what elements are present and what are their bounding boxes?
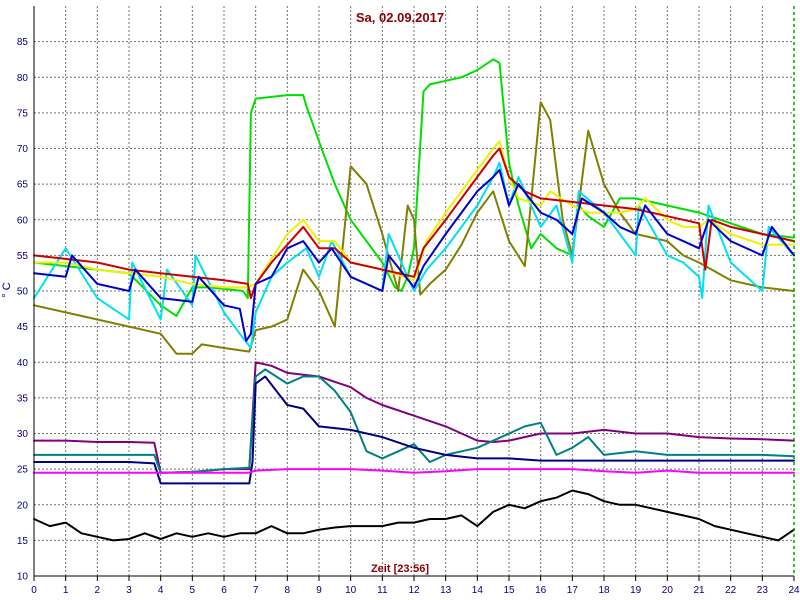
series-line-6 <box>33 168 795 342</box>
series-line-1 <box>33 58 795 317</box>
y-tick-label: 55 <box>17 251 29 262</box>
x-tick-label: 4 <box>158 585 164 596</box>
x-tick-label: 18 <box>598 585 610 596</box>
x-tick-label: 12 <box>408 585 420 596</box>
y-tick-label: 65 <box>17 180 29 191</box>
y-tick-label: 20 <box>17 500 29 511</box>
y-tick-label: 35 <box>17 393 29 404</box>
x-axis-title: Zeit [23:56] <box>371 563 429 575</box>
y-tick-label: 40 <box>17 358 29 369</box>
series-line-5 <box>33 147 795 300</box>
y-tick-label: 25 <box>17 465 29 476</box>
x-tick-label: 7 <box>253 585 259 596</box>
x-tick-label: 3 <box>126 585 132 596</box>
x-tick-label: 23 <box>757 585 769 596</box>
series-line-3 <box>33 161 795 349</box>
x-tick-label: 15 <box>503 585 515 596</box>
y-tick-label: 45 <box>17 322 29 333</box>
x-tick-label: 1 <box>63 585 69 596</box>
y-tick-label: 50 <box>17 287 29 298</box>
series-line-11 <box>33 489 795 542</box>
x-tick-label: 14 <box>472 585 484 596</box>
x-tick-label: 24 <box>788 585 800 596</box>
x-tick-label: 22 <box>725 585 737 596</box>
y-axis-title: ° C <box>1 282 13 297</box>
x-tick-label: 13 <box>440 585 452 596</box>
y-tick-label: 30 <box>17 429 29 440</box>
y-tick-label: 15 <box>17 536 29 547</box>
x-tick-label: 9 <box>316 585 322 596</box>
x-tick-label: 10 <box>345 585 357 596</box>
x-tick-label: 19 <box>630 585 642 596</box>
y-tick-label: 10 <box>17 572 29 583</box>
x-tick-label: 5 <box>190 585 196 596</box>
series-line-4 <box>33 140 795 289</box>
chart-title: Sa, 02.09.2017 <box>356 10 444 25</box>
y-tick-label: 75 <box>17 108 29 119</box>
x-tick-label: 21 <box>693 585 705 596</box>
x-tick-label: 0 <box>31 585 37 596</box>
x-tick-label: 20 <box>662 585 674 596</box>
x-tick-label: 8 <box>285 585 291 596</box>
y-tick-label: 85 <box>17 37 29 48</box>
x-tick-label: 17 <box>567 585 579 596</box>
y-tick-label: 70 <box>17 144 29 155</box>
x-tick-label: 16 <box>535 585 547 596</box>
y-tick-label: 80 <box>17 73 29 84</box>
x-tick-label: 11 <box>377 585 388 596</box>
series-line-9 <box>33 375 795 485</box>
x-tick-label: 6 <box>221 585 227 596</box>
x-tick-label: 2 <box>95 585 101 596</box>
y-tick-label: 60 <box>17 215 29 226</box>
series-line-10 <box>33 468 795 474</box>
